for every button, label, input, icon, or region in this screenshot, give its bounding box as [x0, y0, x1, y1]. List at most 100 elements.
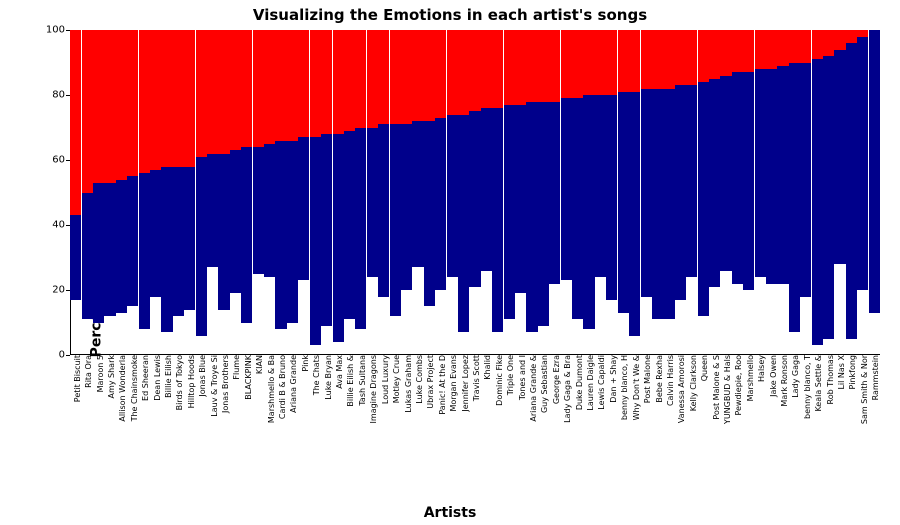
xtick-label: KIAN — [252, 355, 264, 374]
bar-upper — [378, 30, 389, 124]
bar-slot: Rammstein — [869, 30, 880, 355]
bar-upper — [606, 30, 617, 95]
bar-slot: Luke Combs — [412, 30, 423, 355]
bar-slot: Travis Scott — [469, 30, 480, 355]
bar-slot: Pewdiepie, Roo — [732, 30, 743, 355]
xtick-label: Flume — [229, 355, 241, 380]
bar-upper — [82, 30, 93, 193]
bar-mid — [218, 154, 229, 310]
bar-slot: Flume — [230, 30, 241, 355]
bar-upper — [401, 30, 412, 124]
bar-slot: Duke Dumont — [572, 30, 583, 355]
xtick-label: Halsey — [754, 355, 766, 382]
bar-mid — [344, 131, 355, 320]
bar-mid — [755, 69, 766, 277]
bar-slot: Mark Ronson — [777, 30, 788, 355]
bar-mid — [458, 115, 469, 333]
bar-upper — [287, 30, 298, 141]
xtick-label: Duke Dumont — [572, 355, 584, 410]
bar-slot: Panic! At the D — [435, 30, 446, 355]
bar-upper — [812, 30, 823, 59]
bar-upper — [755, 30, 766, 69]
bar-mid — [743, 72, 754, 290]
bar-upper — [481, 30, 492, 108]
bar-mid — [127, 176, 138, 306]
bar-mid — [720, 76, 731, 271]
bar-upper — [777, 30, 788, 66]
bar-slot: Ariana Grande & — [526, 30, 537, 355]
xtick-label: Post Malone & S — [709, 355, 721, 420]
bar-slot: Lady Gaga & Bra — [561, 30, 572, 355]
xtick-label: Jennifer Lopez — [458, 355, 470, 412]
bar-slot: George Ezra — [549, 30, 560, 355]
bar-mid — [675, 85, 686, 300]
bar-slot: benny blanco, T — [800, 30, 811, 355]
bar-slot: Imagine Dragons — [367, 30, 378, 355]
bar-slot: Billie Eilish — [161, 30, 172, 355]
xtick-label: Lady Gaga & Bra — [560, 355, 572, 423]
bar-upper — [127, 30, 138, 176]
bar-upper — [583, 30, 594, 95]
bar-mid — [869, 30, 880, 313]
bar-upper — [150, 30, 161, 170]
bar-mid — [298, 137, 309, 280]
bar-upper — [663, 30, 674, 89]
xtick-label: Triple One — [503, 355, 515, 395]
bar-slot: Ava Max — [333, 30, 344, 355]
bar-mid — [264, 144, 275, 277]
bar-slot: YUNGBUD & Hals — [720, 30, 731, 355]
bar-upper — [207, 30, 218, 154]
bar-mid — [116, 180, 127, 313]
bar-slot: Cardi B & Bruno — [275, 30, 286, 355]
bar-mid — [515, 105, 526, 294]
bar-slot: Allison Wonderla — [116, 30, 127, 355]
bar-slot: benny blanco, H — [618, 30, 629, 355]
bar-slot: Lauv & Troye Si — [207, 30, 218, 355]
xtick-label: Why Don't We & — [629, 355, 641, 420]
bar-slot: Marshmello — [743, 30, 754, 355]
bar-upper — [321, 30, 332, 134]
bar-mid — [526, 102, 537, 333]
bar-upper — [264, 30, 275, 144]
bar-mid — [82, 193, 93, 320]
bar-mid — [572, 98, 583, 319]
bar-mid — [652, 89, 663, 320]
bar-upper — [675, 30, 686, 85]
bar-slot: Keala Settle & — [812, 30, 823, 355]
bar-upper — [333, 30, 344, 134]
xtick-label: Panic! At the D — [435, 355, 447, 415]
xtick-label: Dominic Fike — [492, 355, 504, 406]
bar-slot: Jake Owen — [766, 30, 777, 355]
bar-slot: BLACKPINK — [241, 30, 252, 355]
bar-mid — [93, 183, 104, 323]
bar-upper — [218, 30, 229, 154]
bar-slot: Tones and I — [515, 30, 526, 355]
xtick-label: Birds of Tokyo — [172, 355, 184, 410]
bar-mid — [618, 92, 629, 313]
bar-slot: Luke Bryan — [321, 30, 332, 355]
bar-mid — [686, 85, 697, 277]
bar-upper — [298, 30, 309, 137]
xtick-label: The Chainsmoke — [127, 355, 139, 421]
bar-slot: Petit Biscuit — [70, 30, 81, 355]
bar-mid — [241, 147, 252, 323]
xtick-label: Guy Sebastian — [537, 355, 549, 413]
bar-mid — [549, 102, 560, 284]
bar-slot: Marshmello & Ba — [264, 30, 275, 355]
bar-mid — [150, 170, 161, 297]
xtick-label: Rob Thomas — [823, 355, 835, 404]
bar-upper — [846, 30, 857, 43]
bar-mid — [70, 215, 81, 300]
bar-upper — [469, 30, 480, 111]
bar-mid — [663, 89, 674, 320]
xtick-label: Khalid — [480, 355, 492, 380]
bar-slot: Vanessa Amorosi — [675, 30, 686, 355]
bar-slot: Halsey — [755, 30, 766, 355]
xtick-label: Kelly Clarkson — [686, 355, 698, 411]
bar-mid — [583, 95, 594, 329]
bar-upper — [344, 30, 355, 131]
bar-upper — [275, 30, 286, 141]
bar-slot: Calvin Harris — [663, 30, 674, 355]
bar-slot: Maroon 5 — [93, 30, 104, 355]
bar-mid — [538, 102, 549, 326]
